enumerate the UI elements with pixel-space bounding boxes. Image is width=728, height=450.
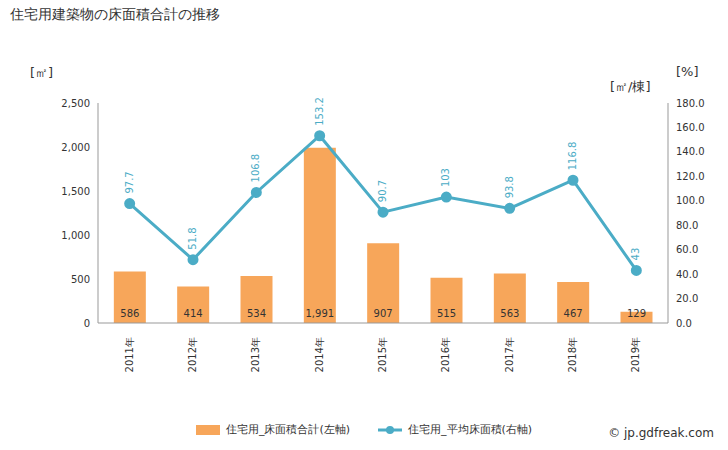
svg-text:563: 563 bbox=[500, 308, 519, 319]
svg-text:90.7: 90.7 bbox=[377, 180, 388, 202]
svg-text:80.0: 80.0 bbox=[676, 220, 698, 231]
svg-text:2019年: 2019年 bbox=[630, 337, 641, 372]
svg-text:1,991: 1,991 bbox=[306, 308, 335, 319]
svg-text:2,500: 2,500 bbox=[61, 98, 90, 109]
svg-text:120.0: 120.0 bbox=[676, 171, 705, 182]
svg-text:414: 414 bbox=[184, 308, 203, 319]
svg-text:2013年: 2013年 bbox=[250, 337, 261, 372]
svg-text:2012年: 2012年 bbox=[187, 337, 198, 372]
html-text:住宅用建築物の床面積合計の推移: 住宅用建築物の床面積合計の推移 bbox=[10, 6, 220, 22]
svg-text:153.2: 153.2 bbox=[314, 97, 325, 126]
svg-text:2016年: 2016年 bbox=[440, 337, 451, 372]
svg-text:106.8: 106.8 bbox=[250, 154, 261, 183]
svg-text:2011年: 2011年 bbox=[124, 337, 135, 372]
svg-text:140.0: 140.0 bbox=[676, 146, 705, 157]
svg-text:907: 907 bbox=[374, 308, 393, 319]
svg-text:467: 467 bbox=[564, 308, 583, 319]
svg-text:2015年: 2015年 bbox=[377, 337, 388, 372]
svg-text:51.8: 51.8 bbox=[187, 227, 198, 249]
svg-text:515: 515 bbox=[437, 308, 456, 319]
svg-text:129: 129 bbox=[627, 308, 646, 319]
svg-text:60.0: 60.0 bbox=[676, 244, 698, 255]
svg-text:2014年: 2014年 bbox=[314, 337, 325, 372]
svg-text:93.8: 93.8 bbox=[504, 176, 515, 198]
svg-text:103: 103 bbox=[440, 168, 451, 187]
html-text:© jp.gdfreak.com: © jp.gdfreak.com bbox=[608, 426, 714, 440]
svg-text:2,000: 2,000 bbox=[61, 142, 90, 153]
svg-text:2018年: 2018年 bbox=[567, 337, 578, 372]
svg-text:0: 0 bbox=[84, 318, 90, 329]
svg-text:534: 534 bbox=[247, 308, 266, 319]
html-text:住宅用_平均床面積(右軸): 住宅用_平均床面積(右軸) bbox=[408, 423, 533, 436]
svg-text:100.0: 100.0 bbox=[676, 195, 705, 206]
html-text:住宅用_床面積合計(左軸): 住宅用_床面積合計(左軸) bbox=[225, 423, 350, 436]
svg-text:2017年: 2017年 bbox=[504, 337, 515, 372]
svg-text:0.0: 0.0 bbox=[676, 318, 692, 329]
svg-text:500: 500 bbox=[71, 274, 90, 285]
svg-text:116.8: 116.8 bbox=[567, 142, 578, 171]
svg-text:40.0: 40.0 bbox=[676, 269, 698, 280]
svg-text:1,000: 1,000 bbox=[61, 230, 90, 241]
svg-text:97.7: 97.7 bbox=[124, 171, 135, 193]
svg-text:586: 586 bbox=[120, 308, 139, 319]
svg-text:1,500: 1,500 bbox=[61, 186, 90, 197]
svg-text:180.0: 180.0 bbox=[676, 98, 705, 109]
svg-text:160.0: 160.0 bbox=[676, 122, 705, 133]
html-text:[㎡/棟]: [㎡/棟] bbox=[610, 79, 651, 94]
svg-text:20.0: 20.0 bbox=[676, 293, 698, 304]
svg-text:43: 43 bbox=[630, 248, 641, 261]
